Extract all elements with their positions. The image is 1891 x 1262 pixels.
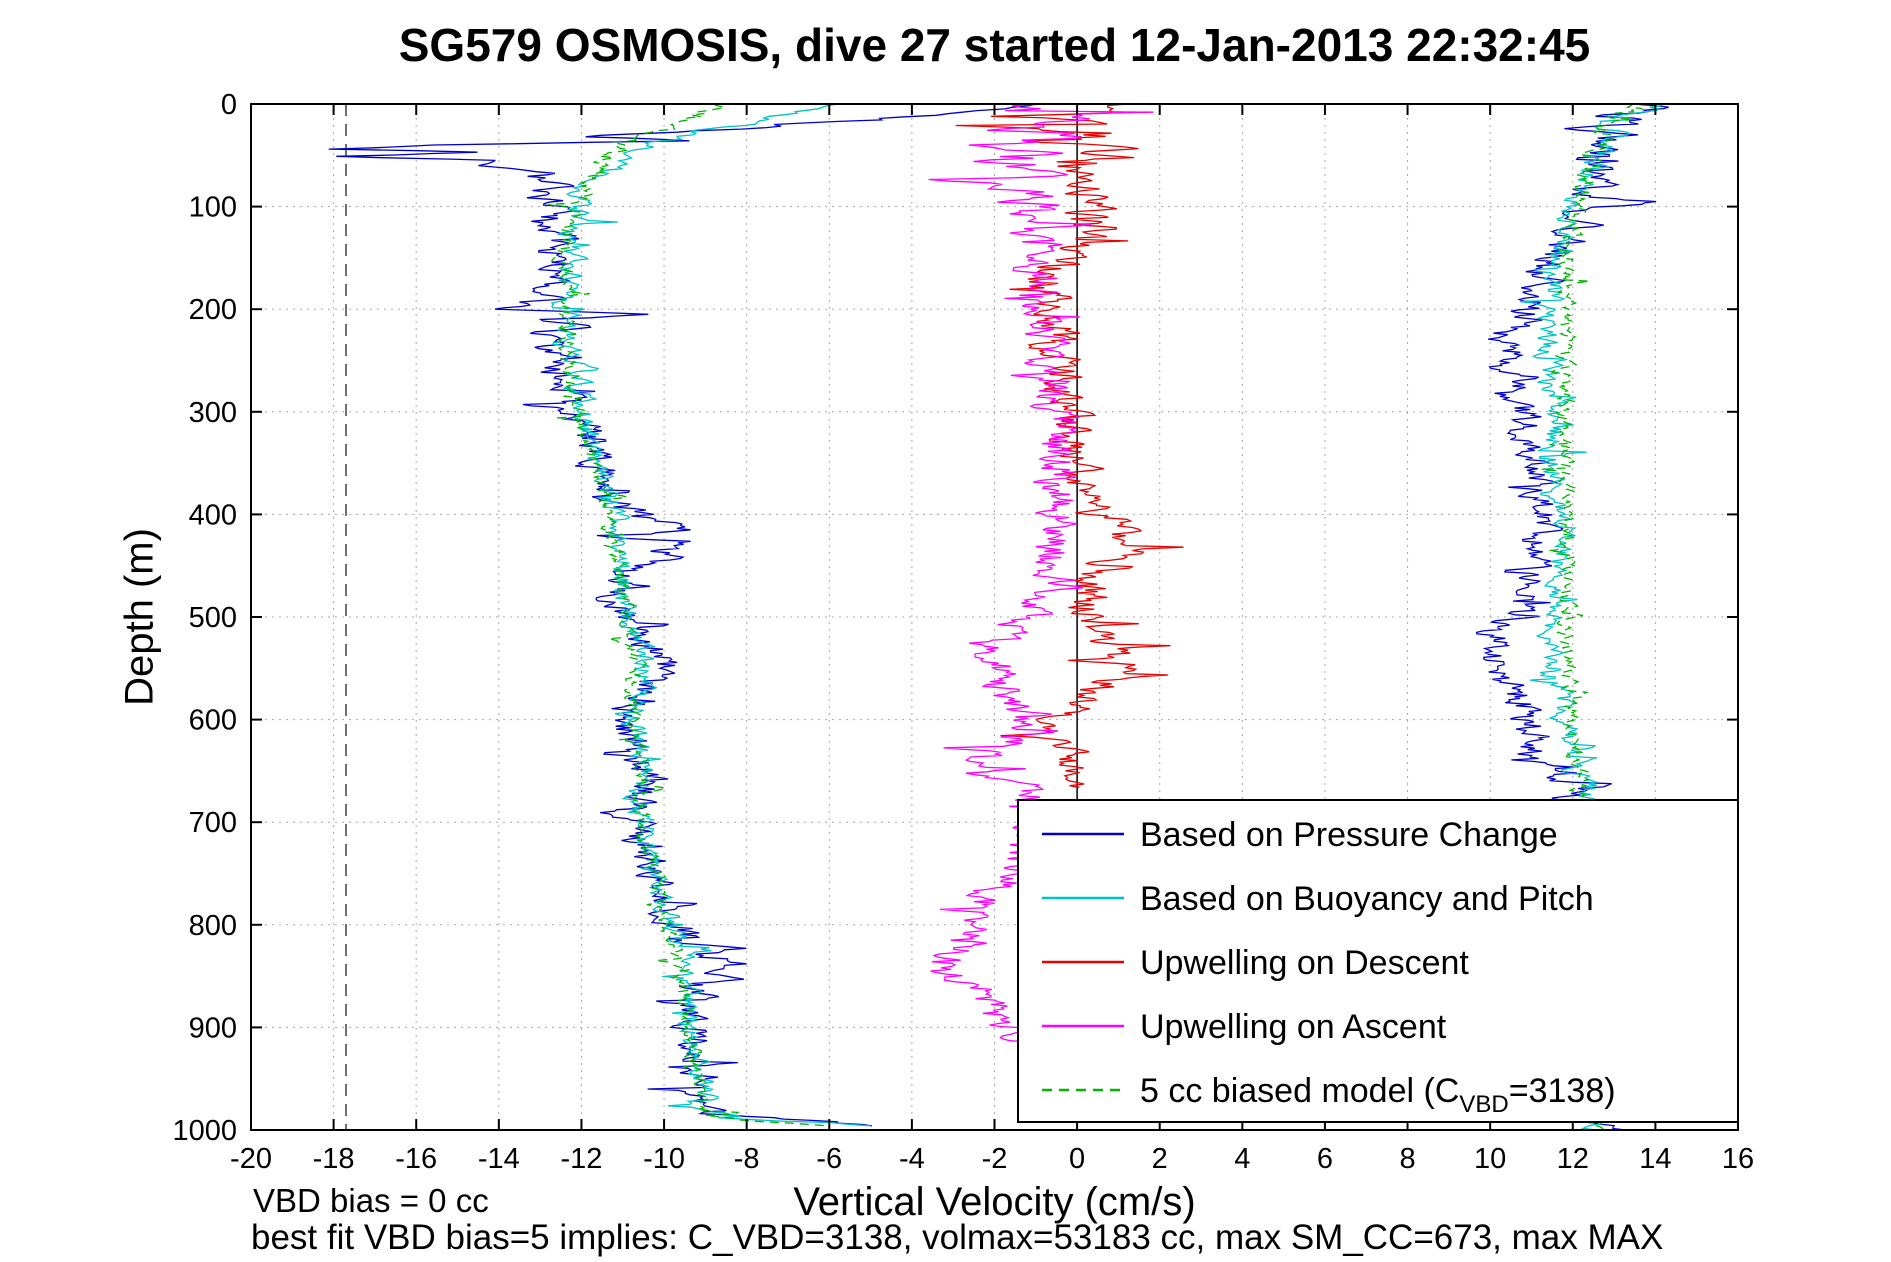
y-tick-label: 700 (189, 807, 237, 839)
x-tick-label: -12 (560, 1143, 602, 1175)
y-tick-label: 600 (189, 705, 237, 737)
legend: Based on Pressure Change Based on Buoyanc… (1017, 799, 1739, 1123)
y-tick-label: 300 (189, 397, 237, 429)
x-tick-label: 14 (1639, 1143, 1671, 1175)
x-tick-label: -18 (313, 1143, 355, 1175)
chart-title: SG579 OSMOSIS, dive 27 started 12-Jan-20… (398, 19, 1591, 71)
x-tick-label: -6 (816, 1143, 842, 1175)
x-tick-label: -2 (982, 1143, 1008, 1175)
legend-label: Based on Buoyancy and Pitch (1140, 880, 1594, 918)
trace-descent (955, 104, 1184, 788)
x-tick-label: -14 (478, 1143, 520, 1175)
x-tick-label: -20 (230, 1143, 272, 1175)
y-tick-label: 800 (189, 910, 237, 942)
legend-label: Upwelling on Ascent (1140, 1008, 1447, 1046)
x-tick-label: -8 (734, 1143, 760, 1175)
legend-label: 5 cc biased model (CVBD=3138) (1140, 1072, 1616, 1118)
y-tick-label: 1000 (172, 1115, 237, 1147)
best-fit-annotation: best fit VBD bias=5 implies: C_VBD=3138,… (251, 1218, 1664, 1257)
x-tick-label: 8 (1399, 1143, 1415, 1175)
trace-ascent (928, 104, 1154, 1045)
legend-label: Upwelling on Descent (1140, 944, 1469, 982)
vbd-bias-annotation: VBD bias = 0 cc (253, 1182, 489, 1219)
x-tick-label: -16 (395, 1143, 437, 1175)
y-tick-label: 0 (221, 89, 237, 121)
y-tick-label: 500 (189, 602, 237, 634)
y-tick-label: 900 (189, 1012, 237, 1044)
trace-descent (548, 104, 829, 1127)
x-tick-label: -4 (899, 1143, 925, 1175)
x-tick-label: 12 (1557, 1143, 1589, 1175)
axes: -20 -18 -16 -14 -12 -10 -8 -6 -4 -2 0 2 4 6 8 10 12 14 160… (172, 89, 1754, 1175)
x-tick-label: 16 (1722, 1143, 1754, 1175)
x-axis-label: Vertical Velocity (cm/s) (793, 1180, 1196, 1224)
x-tick-label: 4 (1234, 1143, 1250, 1175)
x-tick-label: 10 (1474, 1143, 1506, 1175)
x-tick-label: -10 (643, 1143, 685, 1175)
y-tick-label: 200 (189, 294, 237, 326)
trace-descent (550, 104, 871, 1127)
x-tick-label: 0 (1069, 1143, 1085, 1175)
y-tick-label: 400 (189, 499, 237, 531)
trace-descent (328, 104, 1036, 1127)
x-tick-label: 6 (1317, 1143, 1333, 1175)
y-tick-label: 100 (189, 192, 237, 224)
legend-label: Based on Pressure Change (1140, 816, 1558, 854)
x-tick-label: 2 (1152, 1143, 1168, 1175)
